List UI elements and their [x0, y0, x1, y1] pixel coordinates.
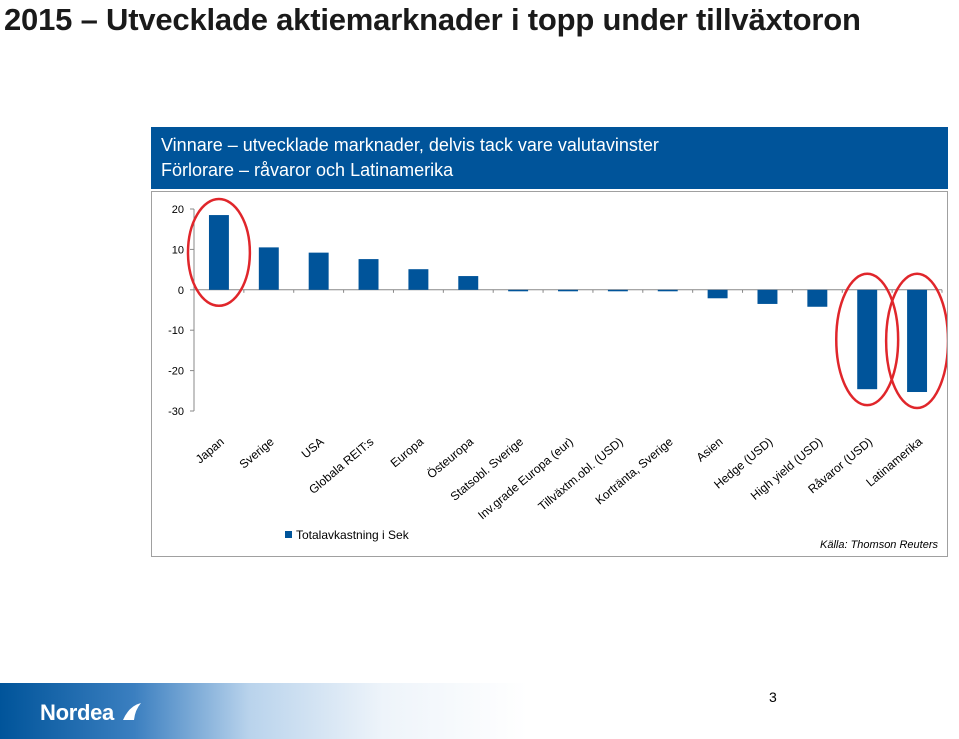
bar-1: [258, 247, 279, 290]
bar-0: [208, 215, 229, 290]
highlight-ellipse-2: [884, 272, 947, 410]
brand-logo: Nordea: [40, 700, 114, 725]
y-tick-label-2: 0: [178, 285, 184, 297]
bar-14: [907, 289, 928, 393]
banner-line-losers: Förlorare – råvaror och Latinamerika: [161, 160, 454, 180]
banner-line-winners: Vinnare – utvecklade marknader, delvis t…: [161, 135, 659, 155]
y-tick-label-3: -10: [168, 325, 184, 337]
bar-4: [408, 269, 429, 290]
bar-11: [757, 289, 778, 304]
chart-legend: Totalavkastning i Sek: [285, 528, 409, 542]
bar-3: [358, 259, 379, 290]
bar-8: [607, 289, 628, 292]
bar-13: [857, 289, 878, 390]
headline-banner: Vinnare – utvecklade marknader, delvis t…: [151, 127, 948, 189]
y-tick-label-0: 20: [172, 204, 184, 216]
y-tick-label-1: 10: [172, 244, 184, 256]
slide-title: 2015 – Utvecklade aktiemarknader i topp …: [4, 2, 861, 37]
category-label-0: Japan: [193, 435, 227, 467]
bar-6: [508, 289, 529, 292]
chart-panel: 20 10 0 -10 -20 -30 Japan Sverige USA Globala REI…: [151, 191, 948, 557]
footer-band: [0, 683, 959, 739]
highlight-ellipse-0: [186, 197, 252, 308]
category-label-7: Inv.grade Europa (eur): [475, 435, 576, 523]
bar-10: [707, 289, 728, 299]
legend-swatch: [285, 531, 292, 538]
legend-label: Totalavkastning i Sek: [296, 528, 409, 542]
brand-sail-icon: [123, 703, 141, 720]
source-note: Källa: Thomson Reuters: [820, 539, 938, 551]
y-tick-label-5: -30: [168, 406, 184, 418]
category-label-8: Tillväxtm.obl. (USD): [535, 435, 625, 514]
bar-5: [458, 276, 479, 290]
bar-9: [657, 289, 678, 292]
y-tick-label-4: -20: [168, 366, 184, 378]
page-number: 3: [769, 689, 777, 705]
category-label-10: Asien: [694, 435, 726, 465]
highlight-ellipse-1: [835, 272, 900, 407]
category-label-2: USA: [299, 435, 327, 462]
bar-12: [807, 289, 828, 307]
bar-2: [308, 252, 329, 290]
category-label-1: Sverige: [237, 434, 277, 471]
bar-7: [558, 289, 578, 292]
category-label-4: Europa: [388, 434, 427, 470]
